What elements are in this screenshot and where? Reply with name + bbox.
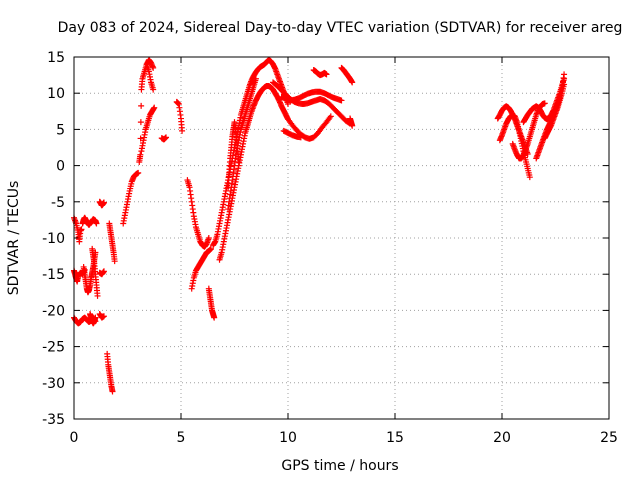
data-point [252, 75, 259, 82]
y-tick-label: -20 [42, 303, 65, 319]
plot-frame [73, 56, 610, 420]
data-point [94, 292, 101, 299]
chart-title: Day 083 of 2024, Sidereal Day-to-day VTE… [58, 20, 623, 36]
data-point [323, 71, 330, 78]
series-track-ae [347, 115, 356, 129]
x-tick-label: 5 [177, 430, 186, 446]
x-tick-label: 0 [70, 430, 79, 446]
series-track-q [158, 134, 170, 143]
series-track-l [106, 220, 118, 265]
data-point [137, 119, 144, 126]
data-point [207, 245, 214, 252]
series-track-t [188, 245, 214, 292]
data-point [100, 199, 107, 206]
data-point [109, 388, 116, 395]
data-point [526, 174, 533, 181]
series-track-w [216, 82, 334, 263]
y-tick-label: 5 [56, 122, 65, 138]
series-track-o [138, 104, 158, 155]
series-track-ab [280, 127, 304, 141]
data-point [561, 71, 568, 78]
y-tick-label: 10 [47, 86, 65, 102]
series-track-ag [496, 111, 533, 181]
data-point [135, 169, 142, 176]
data-point [111, 258, 118, 265]
y-tick-label: -25 [42, 340, 65, 356]
series-track-y [225, 119, 242, 191]
data-point [205, 235, 212, 241]
data-point [179, 127, 186, 134]
x-tick-label: 20 [493, 430, 511, 446]
y-tick-label: -10 [42, 231, 65, 247]
data-point [138, 102, 145, 109]
series-track-aa [278, 88, 345, 104]
x-axis-label: GPS time / hours [281, 458, 398, 474]
y-tick-label: 0 [56, 159, 65, 175]
series-track-j [96, 311, 107, 321]
data-point [541, 100, 548, 107]
data-point [163, 134, 170, 141]
data-point [211, 314, 218, 321]
data-point [235, 158, 242, 165]
x-tick-label: 25 [600, 430, 618, 446]
y-tick-label: 15 [47, 50, 65, 66]
series-track-p [143, 61, 157, 93]
y-tick-label: -5 [51, 195, 65, 211]
data-point [150, 64, 157, 71]
series-track-u [205, 285, 218, 321]
data-point [338, 97, 345, 104]
series-track-ah [509, 100, 548, 162]
data-point [100, 313, 107, 320]
series-track-s [184, 177, 212, 250]
data-point [297, 134, 304, 141]
series-track-f [89, 245, 101, 299]
y-tick-label: -30 [42, 376, 65, 392]
data-point [561, 81, 568, 88]
y-tick-label: -15 [42, 267, 65, 283]
data-point [100, 268, 107, 275]
series-track-ak [541, 81, 568, 142]
x-tick-label: 15 [386, 430, 404, 446]
data-point [151, 104, 158, 111]
data-points [71, 56, 568, 395]
data-point [93, 220, 100, 227]
series-track-k [104, 350, 116, 395]
series-track-g [87, 311, 99, 327]
data-point [92, 314, 99, 321]
data-point [327, 113, 334, 120]
x-tick-label: 10 [279, 430, 297, 446]
y-axis-label: SDTVAR / TECUs [6, 181, 22, 296]
y-tick-label: -35 [42, 412, 65, 428]
series-track-i [96, 268, 107, 278]
series-track-m [120, 169, 142, 227]
data-point [137, 151, 144, 158]
data-point [150, 86, 157, 93]
data-point [349, 122, 356, 129]
series-track-d [79, 214, 100, 228]
data-point [78, 226, 85, 233]
series-track-ad [338, 64, 356, 86]
data-point [349, 79, 356, 86]
series-track-h [96, 198, 107, 209]
series-track-ac [310, 67, 330, 79]
series-track-r [173, 98, 186, 134]
